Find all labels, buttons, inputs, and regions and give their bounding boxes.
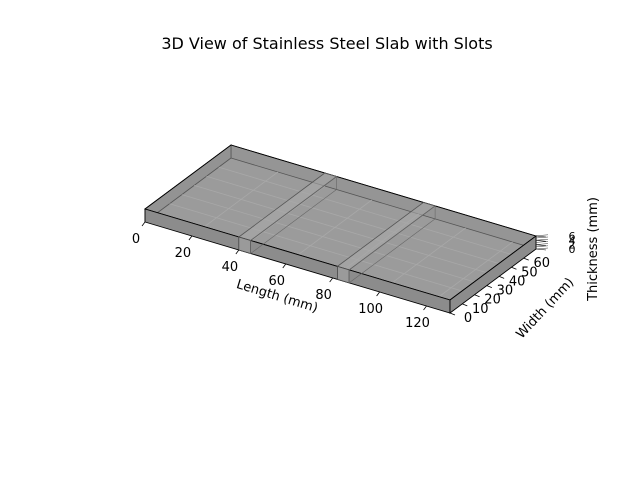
slots — [237, 172, 436, 284]
z-axis-label: Thickness (mm) — [586, 197, 601, 302]
z-tick-mark — [535, 240, 547, 242]
x-tick-mark — [141, 221, 146, 227]
y-tick-label: 60 — [533, 256, 550, 271]
slot-side — [250, 175, 337, 255]
x-tick-mark — [282, 263, 287, 269]
x-tick-label: 0 — [132, 232, 140, 247]
y-tick-mark — [449, 312, 456, 316]
x-tick-label: 40 — [222, 260, 239, 275]
z-tick-mark — [535, 244, 547, 246]
y-tick-label: 30 — [497, 284, 514, 299]
z-tick-mark — [535, 235, 547, 238]
z-minor-tick — [535, 236, 549, 239]
slab-body — [144, 144, 537, 314]
x-tick-label: 20 — [175, 246, 192, 261]
y-tick-mark — [498, 276, 505, 279]
z-minor-tick — [535, 245, 549, 248]
z-tick-label: 6 — [569, 230, 576, 243]
z-minor-tick — [535, 247, 549, 250]
slot-side — [348, 205, 436, 284]
y-tick-label: 0 — [464, 311, 472, 326]
z-tick-mark — [535, 248, 547, 251]
y-tick-label: 50 — [521, 265, 538, 280]
z-tick-label: 0 — [569, 243, 576, 256]
y-tick-mark — [486, 285, 493, 288]
y-tick-mark — [523, 257, 529, 261]
chart-title: 3D View of Stainless Steel Slab with Slo… — [161, 34, 492, 53]
x-tick-mark — [188, 235, 193, 241]
x-tick-mark — [329, 277, 334, 283]
y-tick-mark — [474, 294, 480, 298]
y-tick-mark — [511, 266, 517, 270]
z-tick-label: 2 — [569, 239, 576, 252]
y-tick-label: 20 — [484, 293, 501, 308]
z-minor-tick — [535, 238, 549, 241]
z-minor-tick — [535, 241, 549, 243]
x-tick-label: 80 — [315, 288, 332, 303]
z-tick-label: 4 — [569, 234, 576, 247]
slot-2 — [336, 201, 436, 284]
x-tick-mark — [376, 291, 380, 297]
slot-1 — [237, 172, 338, 255]
x-tick-label: 120 — [405, 316, 430, 331]
x-tick-mark — [423, 305, 427, 311]
x-tick-mark — [235, 249, 240, 255]
z-minor-tick — [535, 234, 549, 237]
y-tick-mark — [462, 303, 468, 307]
x-tick-label: 60 — [268, 274, 285, 289]
y-tick-label: 10 — [472, 302, 489, 317]
x-ticks: 0 20 40 60 80 100 120 — [132, 221, 430, 331]
x-tick-label: 100 — [358, 302, 383, 317]
y-tick-label: 40 — [509, 274, 526, 289]
z-minor-tick — [535, 243, 549, 245]
